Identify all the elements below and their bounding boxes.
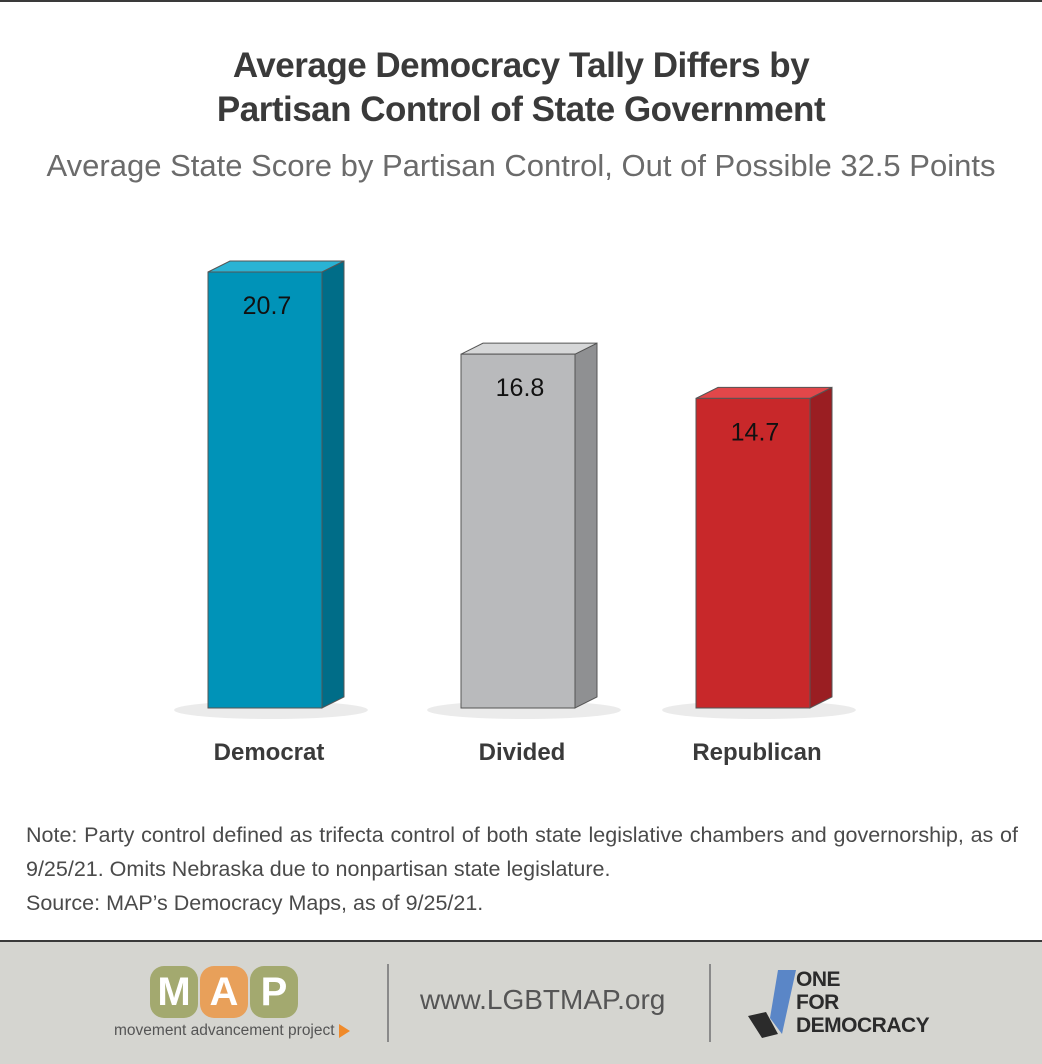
value-label-republican: 14.7 xyxy=(731,418,780,446)
ofd-line-2: FOR xyxy=(796,991,839,1014)
top-rule xyxy=(0,0,1042,2)
category-label-divided: Divided xyxy=(479,739,566,766)
chart-subtitle: Average State Score by Partisan Control,… xyxy=(46,148,996,183)
one-for-democracy-logo[interactable]: ONE FOR DEMOCRACY xyxy=(748,968,948,1042)
map-tagline: movement advancement project xyxy=(114,1022,350,1040)
chart-title: Average Democracy Tally Differs by Parti… xyxy=(0,44,1042,132)
note-block: Note: Party control defined as trifecta … xyxy=(26,818,1018,920)
ofd-line-3: DEMOCRACY xyxy=(796,1014,930,1037)
source-text: Source: MAP’s Democracy Maps, as of 9/25… xyxy=(26,891,484,915)
website-link[interactable]: www.LGBTMAP.org xyxy=(420,984,666,1015)
map-tagline-text: movement advancement project xyxy=(114,1022,335,1039)
category-label-democrat: Democrat xyxy=(214,739,325,766)
chart-title-line-2: Partisan Control of State Government xyxy=(216,90,826,129)
bar-chart: 20.7 Democrat 16.8 Divided 14.7 Republican xyxy=(174,260,856,766)
value-label-democrat: 20.7 xyxy=(243,292,292,320)
bar-side-democrat xyxy=(321,260,345,709)
map-logo-letter-a: A xyxy=(200,966,248,1018)
footer-divider-right xyxy=(709,964,711,1042)
bar-republican xyxy=(695,397,811,709)
bar-top-republican xyxy=(695,386,833,399)
bar-side-republican xyxy=(809,386,833,709)
note-text: Note: Party control defined as trifecta … xyxy=(26,823,1018,881)
category-label-republican: Republican xyxy=(692,739,821,766)
value-label-divided: 16.8 xyxy=(496,374,545,402)
map-logo[interactable]: M A P movement advancement project xyxy=(114,966,350,1040)
bar-top-democrat xyxy=(207,260,345,273)
checkmark-icon xyxy=(748,970,796,1038)
map-logo-letter-p: P xyxy=(250,966,298,1018)
chart-title-line-1: Average Democracy Tally Differs by xyxy=(232,46,810,85)
footer-divider-left xyxy=(387,964,389,1042)
play-triangle-icon xyxy=(338,1024,350,1038)
map-logo-letter-m: M xyxy=(150,966,198,1018)
bar-top-divided xyxy=(460,342,598,355)
bar-democrat xyxy=(207,271,323,709)
one-for-democracy-text: ONE FOR DEMOCRACY xyxy=(796,968,930,1037)
bar-divided xyxy=(460,353,576,709)
ofd-line-1: ONE xyxy=(796,968,841,991)
bar-side-divided xyxy=(574,342,598,709)
footer: M A P movement advancement project www.L… xyxy=(0,940,1042,1064)
